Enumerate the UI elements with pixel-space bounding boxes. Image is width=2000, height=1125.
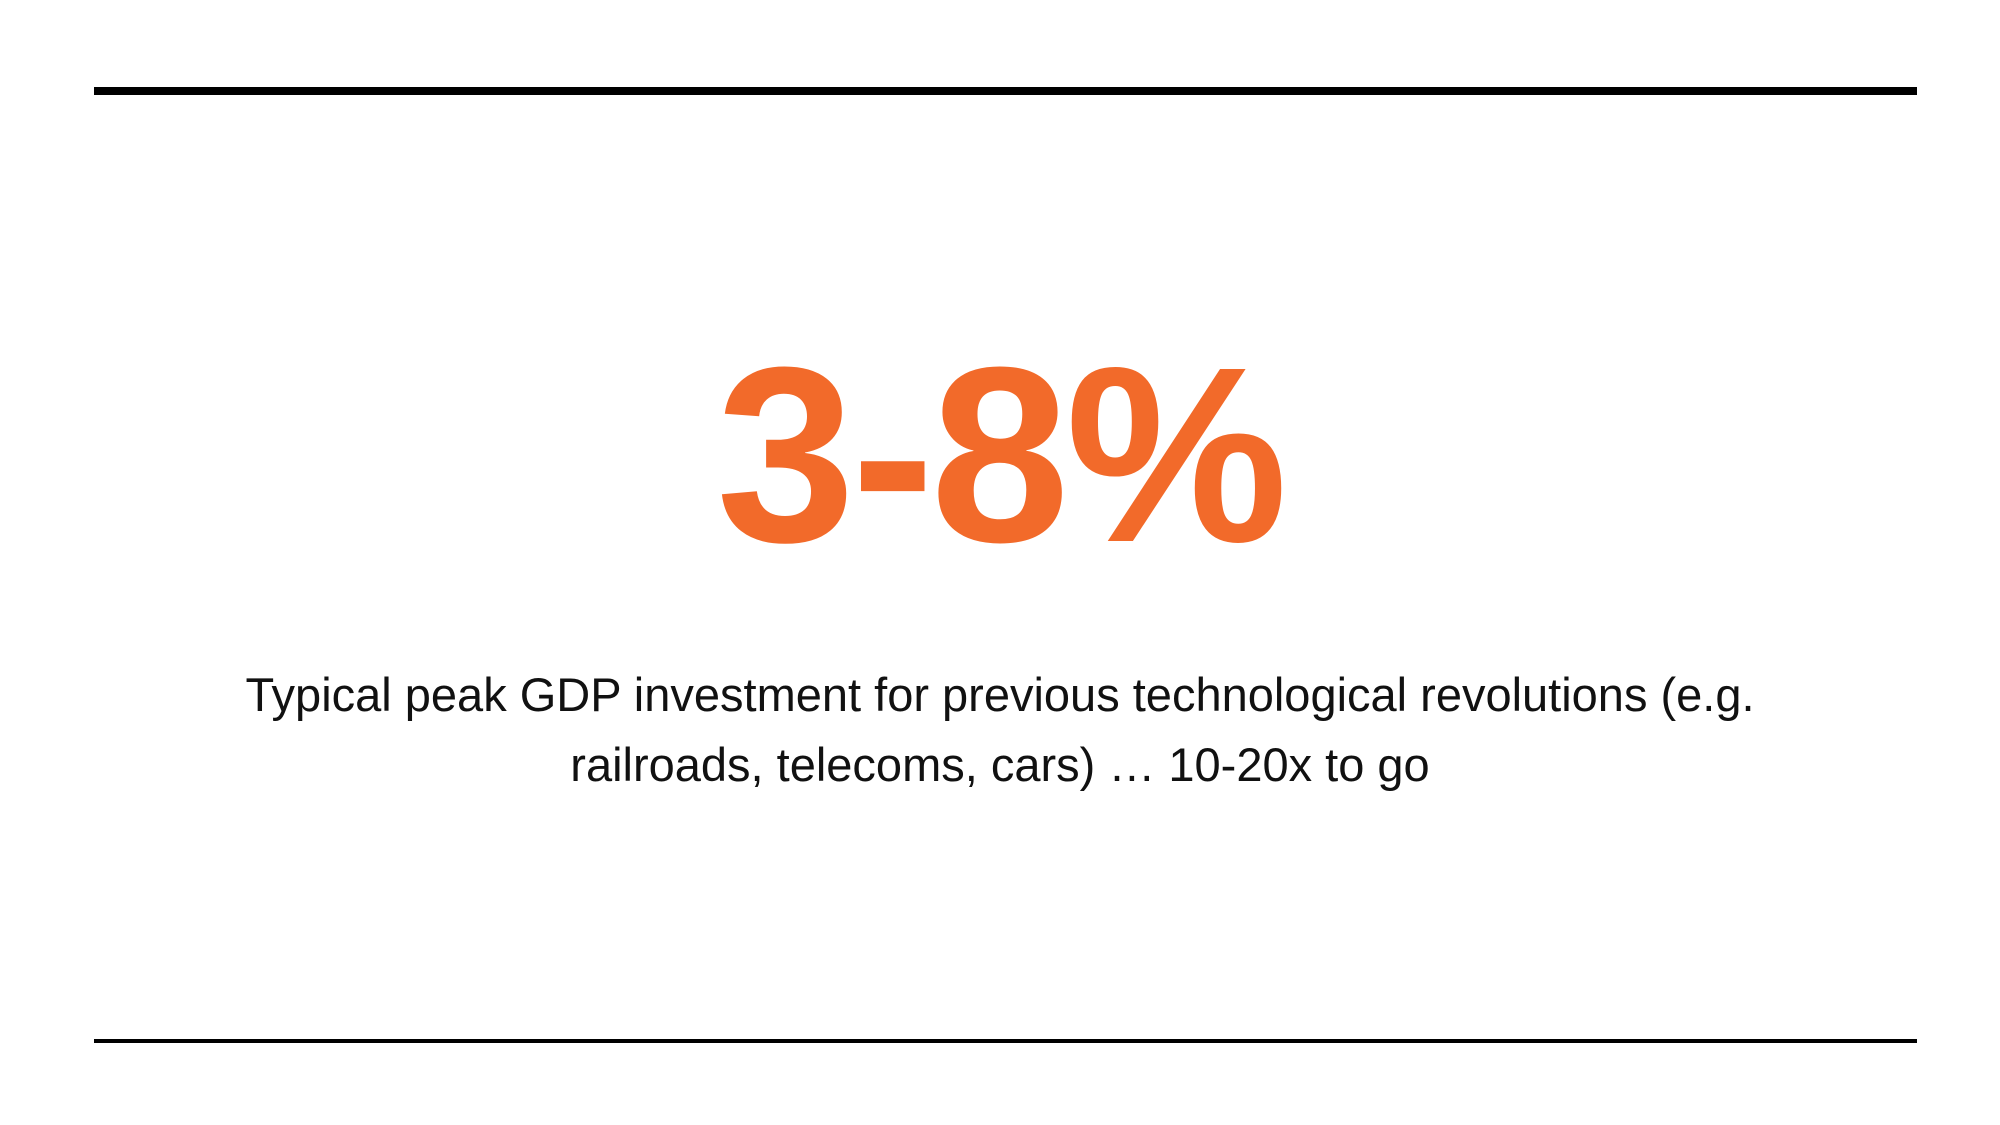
top-rule xyxy=(94,87,1917,95)
caption-line: railroads, telecoms, cars) … 10-20x to g… xyxy=(570,738,1430,791)
bottom-rule xyxy=(94,1039,1917,1043)
caption-line: Typical peak GDP investment for previous… xyxy=(245,668,1755,721)
headline: 3-8% xyxy=(716,315,1288,594)
caption: Typical peak GDP investment for previous… xyxy=(0,660,2000,800)
